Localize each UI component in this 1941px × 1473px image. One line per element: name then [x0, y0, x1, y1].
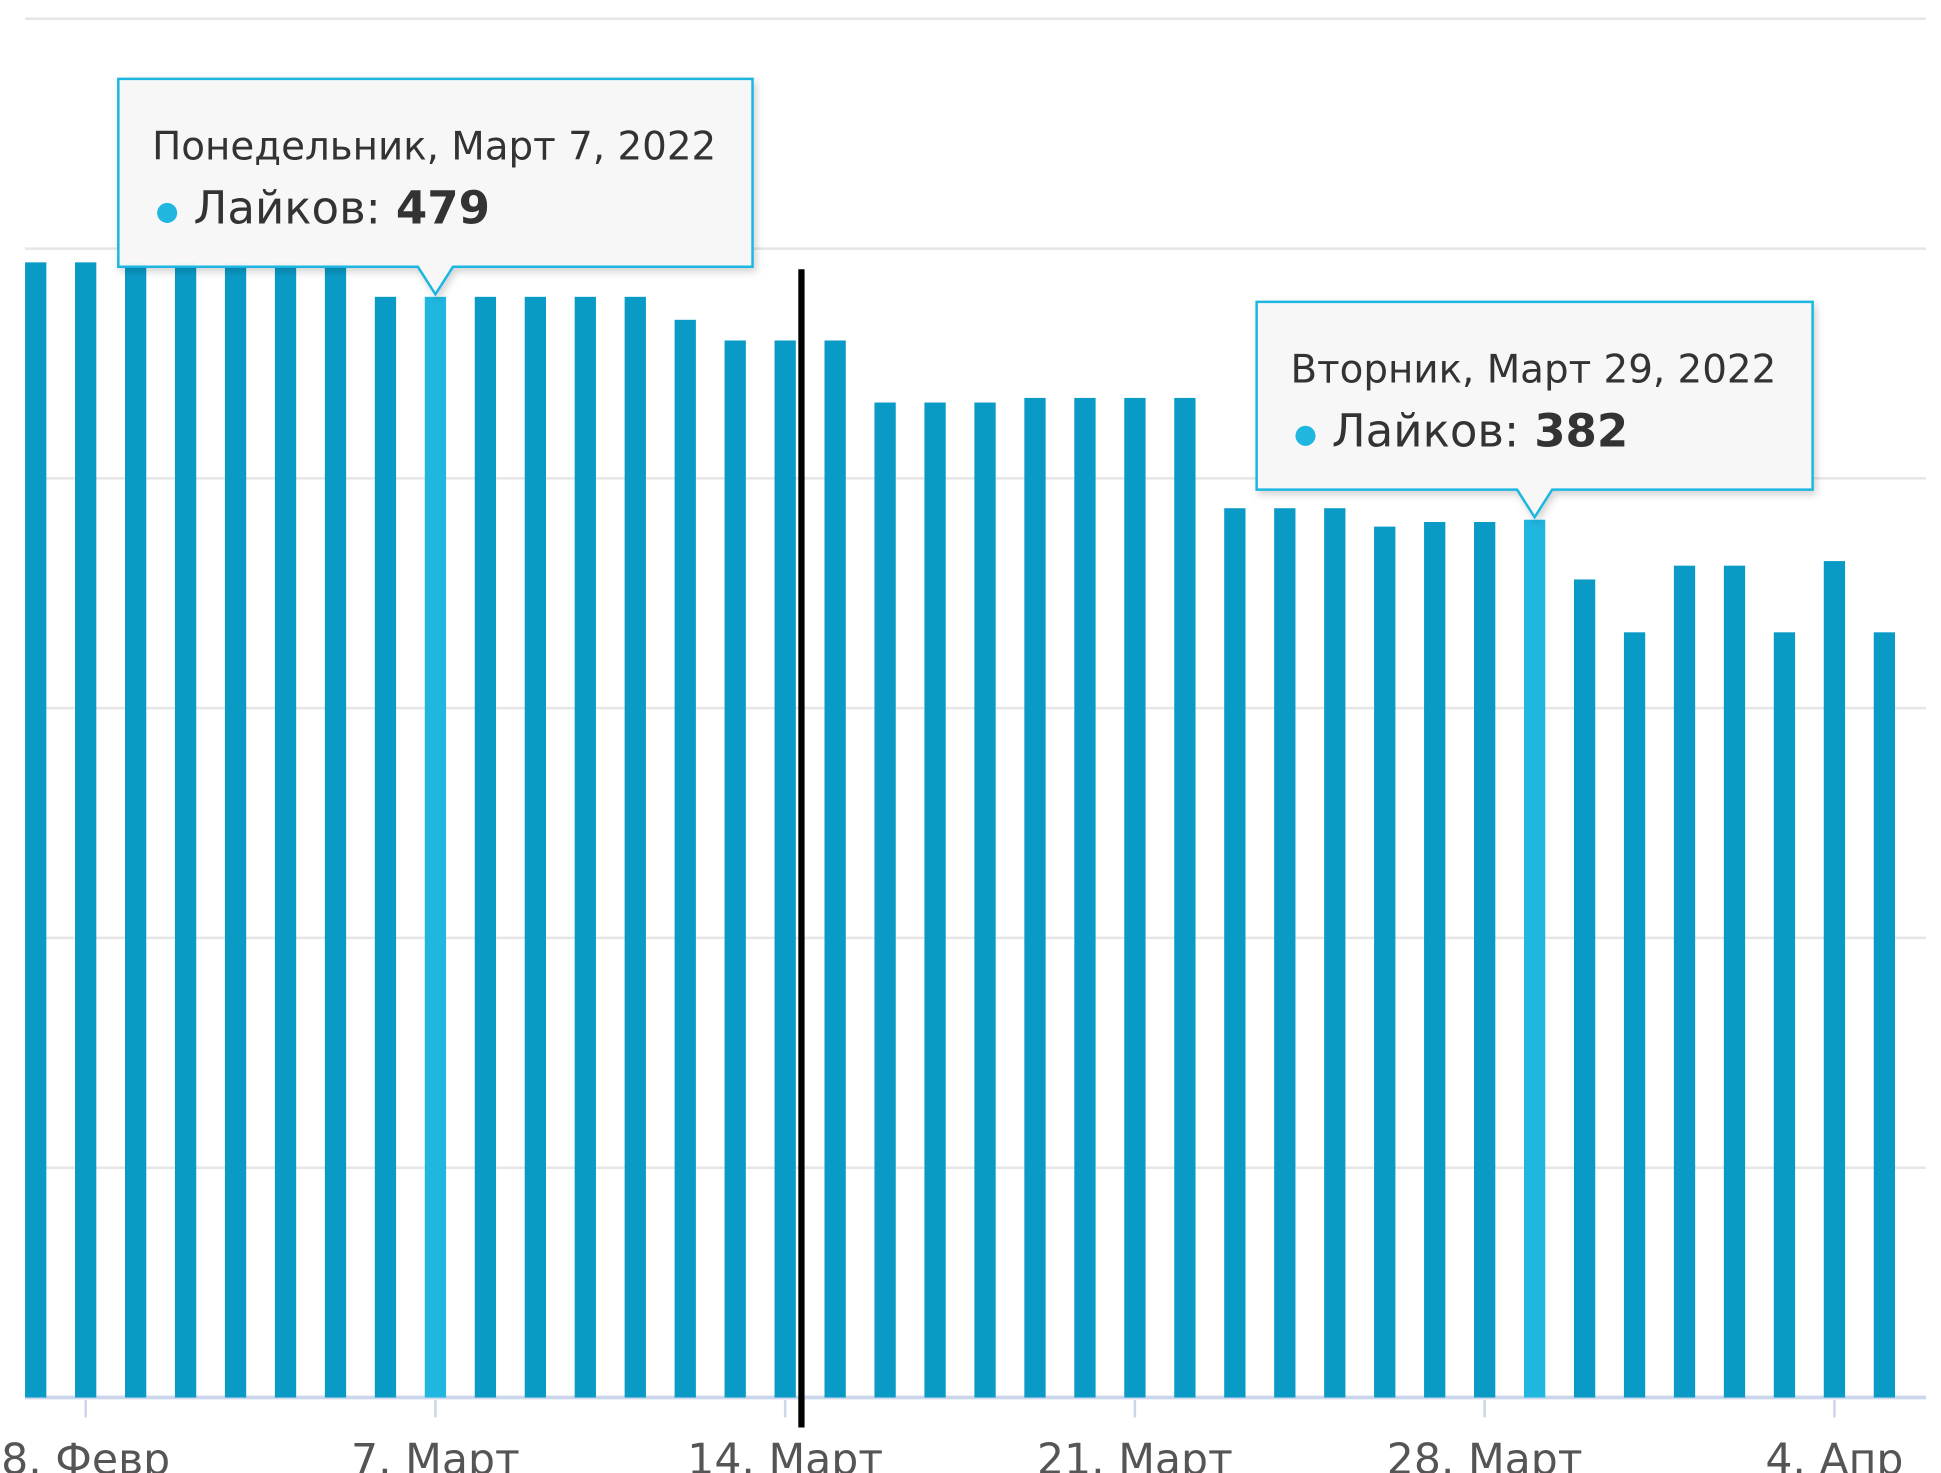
bar: [1124, 397, 1146, 1398]
bar: [1324, 508, 1346, 1398]
bar: [574, 296, 596, 1398]
tooltip-label: Лайков:: [193, 182, 380, 235]
x-tick-label: 4. Апр: [1765, 1435, 1903, 1473]
bar: [25, 262, 47, 1398]
bars: [25, 262, 1896, 1398]
bar: [1024, 397, 1046, 1398]
bar: [924, 402, 946, 1398]
bar: [1074, 397, 1096, 1398]
bar: [1424, 522, 1446, 1398]
bar: [974, 402, 996, 1398]
tooltip-box: [117, 77, 754, 297]
bar: [774, 340, 796, 1398]
bar: [624, 296, 646, 1398]
bar: [1873, 632, 1896, 1398]
bar: [1474, 522, 1496, 1398]
x-tick-label: 14. Март: [687, 1435, 883, 1473]
bar: [1623, 632, 1646, 1398]
bar: [374, 296, 397, 1398]
bar: [724, 340, 746, 1398]
tooltip-marker: [1295, 425, 1316, 446]
tooltip: Понедельник, Март 7, 2022 Лайков: 479: [117, 77, 754, 297]
bar: [1673, 565, 1696, 1398]
bar: [424, 296, 447, 1398]
bar: [1374, 526, 1396, 1398]
tooltip-title: Вторник, Март 29, 2022: [1290, 347, 1776, 392]
bar: [1723, 565, 1746, 1398]
bar: [174, 262, 197, 1398]
tooltip-title: Понедельник, Март 7, 2022: [152, 125, 716, 170]
bar: [674, 319, 696, 1398]
bar: [75, 262, 97, 1398]
bar: [874, 402, 896, 1398]
bar: [124, 262, 147, 1398]
tooltips: Понедельник, Март 7, 2022 Лайков: 479 Вторн…: [117, 77, 1814, 520]
bar: [324, 262, 347, 1398]
bar: [474, 296, 497, 1398]
bar: [1573, 579, 1596, 1398]
x-tick-label: 8. Февр: [1, 1435, 170, 1473]
x-tick-label: 28. Март: [1387, 1435, 1583, 1473]
bar: [274, 262, 297, 1398]
tooltip-value: 382: [1534, 405, 1628, 458]
bar: [824, 340, 846, 1398]
bar: [1174, 397, 1196, 1398]
x-axis: 8. Февр 7. Март 14. Март 21. Март 28. Март 4.…: [1, 1399, 1903, 1473]
tooltip-label: Лайков:: [1332, 405, 1519, 458]
x-tick-label: 21. Март: [1037, 1435, 1233, 1473]
bar: [524, 296, 546, 1398]
tooltip-marker: [157, 202, 178, 223]
bar: [1773, 632, 1796, 1398]
tooltip-box: [1255, 300, 1814, 520]
bar: [1274, 508, 1296, 1398]
bar: [1224, 508, 1246, 1398]
tooltip: Вторник, Март 29, 2022 Лайков: 382: [1255, 300, 1814, 520]
bar: [1823, 561, 1846, 1398]
x-tick-label: 7. Март: [351, 1435, 520, 1473]
bar: [1523, 519, 1546, 1398]
bar: [224, 262, 247, 1398]
tooltip-value: 479: [396, 182, 490, 235]
